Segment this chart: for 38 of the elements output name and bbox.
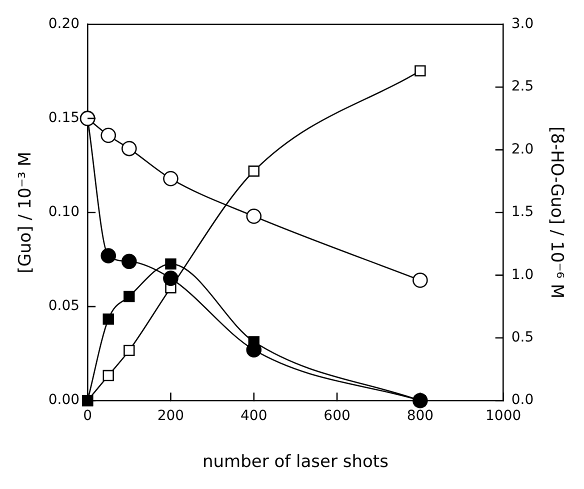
y-tick-label: 0.20 xyxy=(48,16,80,32)
point xyxy=(163,170,178,186)
y2-tick-label: 0.0 xyxy=(511,392,534,408)
x-tick-label: 200 xyxy=(157,408,184,424)
point xyxy=(248,166,260,177)
x-tick-label: 1000 xyxy=(486,408,522,424)
point xyxy=(124,344,135,356)
x-tick-label: 400 xyxy=(240,408,268,424)
y2-axis-title: [8-HO-Guo] / 10⁻⁶ M xyxy=(546,126,566,298)
point xyxy=(100,128,116,144)
point xyxy=(102,370,114,382)
y2-tick-label: 2.5 xyxy=(511,78,534,95)
x-tick-label: 800 xyxy=(406,408,434,424)
x-tick-label: 0 xyxy=(83,408,92,424)
point xyxy=(122,140,137,156)
point xyxy=(122,254,137,270)
point xyxy=(124,290,135,302)
y-tick-label: 0.00 xyxy=(48,392,80,408)
point xyxy=(414,65,426,76)
y-tick-label: 0.10 xyxy=(48,204,80,220)
point xyxy=(412,392,428,408)
y-tick-label: 0.05 xyxy=(48,298,80,314)
point xyxy=(100,248,116,264)
point xyxy=(246,208,262,224)
x-tick-label: 600 xyxy=(324,408,350,424)
point xyxy=(246,342,262,358)
point xyxy=(412,272,428,288)
y2-tick-label: 3.0 xyxy=(511,16,534,32)
y-tick-label: 0.15 xyxy=(48,110,80,126)
y2-tick-label: 1.5 xyxy=(511,204,534,220)
y2-tick-label: 0.5 xyxy=(511,330,534,346)
y-axis-title: [Guo] / 10⁻³ M xyxy=(16,152,36,274)
point xyxy=(163,270,178,286)
point xyxy=(165,258,176,270)
y2-tick-label: 1.0 xyxy=(511,266,534,283)
x-axis-title: number of laser shots xyxy=(202,452,389,472)
y2-tick-label: 2.0 xyxy=(511,141,534,158)
point xyxy=(102,313,114,325)
